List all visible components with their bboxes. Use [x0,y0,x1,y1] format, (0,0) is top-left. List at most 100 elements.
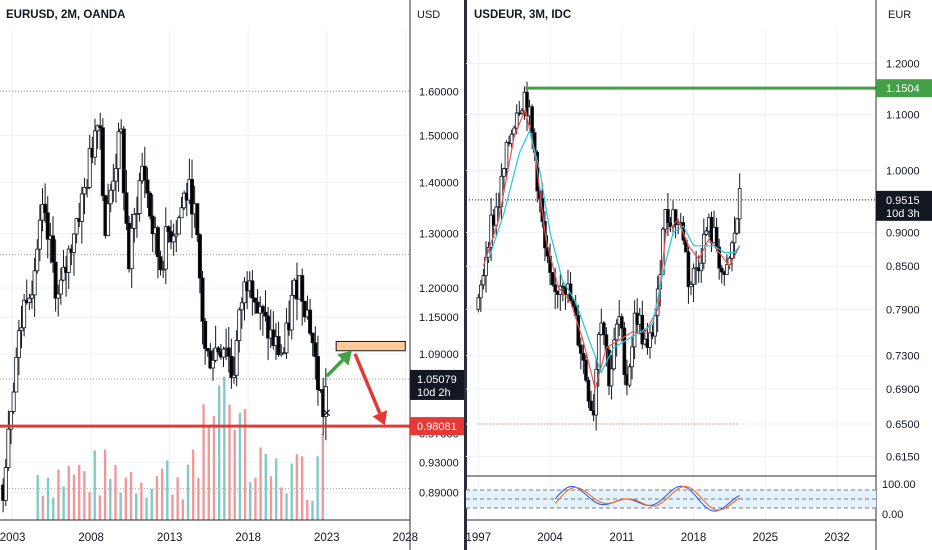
candle-up [22,299,27,329]
ma-slow-line [488,129,741,374]
green-up-arrow-head [337,350,352,366]
candle-up [85,186,90,189]
volume-bar [166,460,169,520]
candle-down [260,306,265,313]
candle-down [553,284,557,292]
candle-down [530,106,534,134]
candle-up [27,297,32,304]
volume-bar [290,463,293,520]
candle-up [174,233,179,237]
panel-divider[interactable] [464,0,467,550]
y-tick-label: 1.09000 [419,349,459,361]
x-tick-label: 2023 [314,532,340,544]
y-tick-label: 1.15000 [419,312,459,324]
candle-up [737,188,742,220]
candle-up [512,127,516,135]
candle-down [148,192,153,217]
candle-down [714,227,719,248]
candle-up [727,257,732,266]
candle-down [203,320,208,349]
y-tick-label: 1.1000 [886,110,920,122]
volume-bar [67,465,71,520]
oscillator-tick-label: 100.00 [882,479,916,491]
candle-down [302,300,307,318]
candle-up [239,302,244,311]
candle-up [92,130,97,158]
candle-up [479,284,483,299]
candle-down [166,226,171,233]
y-tick-label: 1.60000 [419,86,459,98]
candle-down [581,352,586,361]
candle-down [602,322,606,336]
volume-bar [264,454,267,520]
candle-up [213,347,218,361]
candle-down [200,277,205,322]
volume-bar [197,477,200,520]
candle-down [145,179,150,194]
volume-bar [176,477,179,520]
x-tick-label: 2025 [753,532,779,544]
candle-up [648,332,652,348]
candle-up [323,386,328,418]
candle-up [95,125,100,132]
usdeur-chart-panel[interactable]: 100.00 0.00 1.2000 1.1000 1.0000 0.9000 0.8500… [466,0,932,550]
candle-up [504,141,509,169]
volume-bar [249,482,252,520]
usdeur-chart[interactable]: 100.00 0.00 1.2000 1.1000 1.0000 0.9000 0.8500… [466,0,932,550]
support-price-tag [410,417,466,436]
candle-up [87,147,92,188]
candle-up [3,467,8,501]
volume-bar [134,493,138,520]
candle-down [53,261,58,299]
candle-down [666,209,670,224]
candle-up [137,180,142,214]
volume-bar [160,468,164,520]
candle-up [74,218,79,235]
y-tick-label: 1.0000 [886,166,920,178]
candle-up [476,297,481,310]
candle-up [489,214,493,248]
volume-bar [124,477,128,520]
volume-bar [233,429,236,520]
y-tick-label: 1.2000 [886,58,920,70]
candle-down [100,127,105,197]
candle-down [190,179,195,215]
candle-down [205,347,210,352]
candle-up [632,312,637,348]
candle-up [116,131,121,170]
candle-up [612,339,616,370]
volume-bar [129,471,133,520]
y-tick-label: 1.50000 [419,130,459,142]
candle-up [66,248,71,273]
candle-down [158,256,163,271]
candle-up [281,352,286,355]
eurusd-chart[interactable]: 1.60000 1.50000 1.40000 1.30000 1.20000 1.150… [0,0,466,550]
candle-up [242,281,247,304]
candle-up [108,189,113,205]
candle-up [725,264,729,275]
volume-bar [119,492,122,520]
candle-down [155,227,160,258]
x-tick-label: 2018 [681,532,707,544]
eurusd-chart-panel[interactable]: 1.60000 1.50000 1.40000 1.30000 1.20000 1.150… [0,0,466,550]
candle-up [132,213,137,229]
candle-up [627,366,632,386]
last-price-label: 0.9515 [886,195,920,207]
candle-down [43,203,48,214]
candle-up [82,186,87,195]
volume-bar [228,404,231,520]
candle-down [50,235,55,263]
y-tick-label: 0.6150 [886,452,920,464]
usdeur-chart-title: USDEUR, 3M, IDC [474,9,572,21]
volume-bar [114,465,117,520]
candle-up [689,283,693,288]
volume-bar [285,493,288,520]
candle-up [594,368,598,416]
y-tick-label: 0.93000 [419,457,459,469]
candle-down [142,165,147,181]
candle-up [134,213,139,215]
candle-down [121,128,126,194]
candle-up [11,391,16,412]
volume-bar [88,492,91,520]
volume-bar [181,499,185,520]
